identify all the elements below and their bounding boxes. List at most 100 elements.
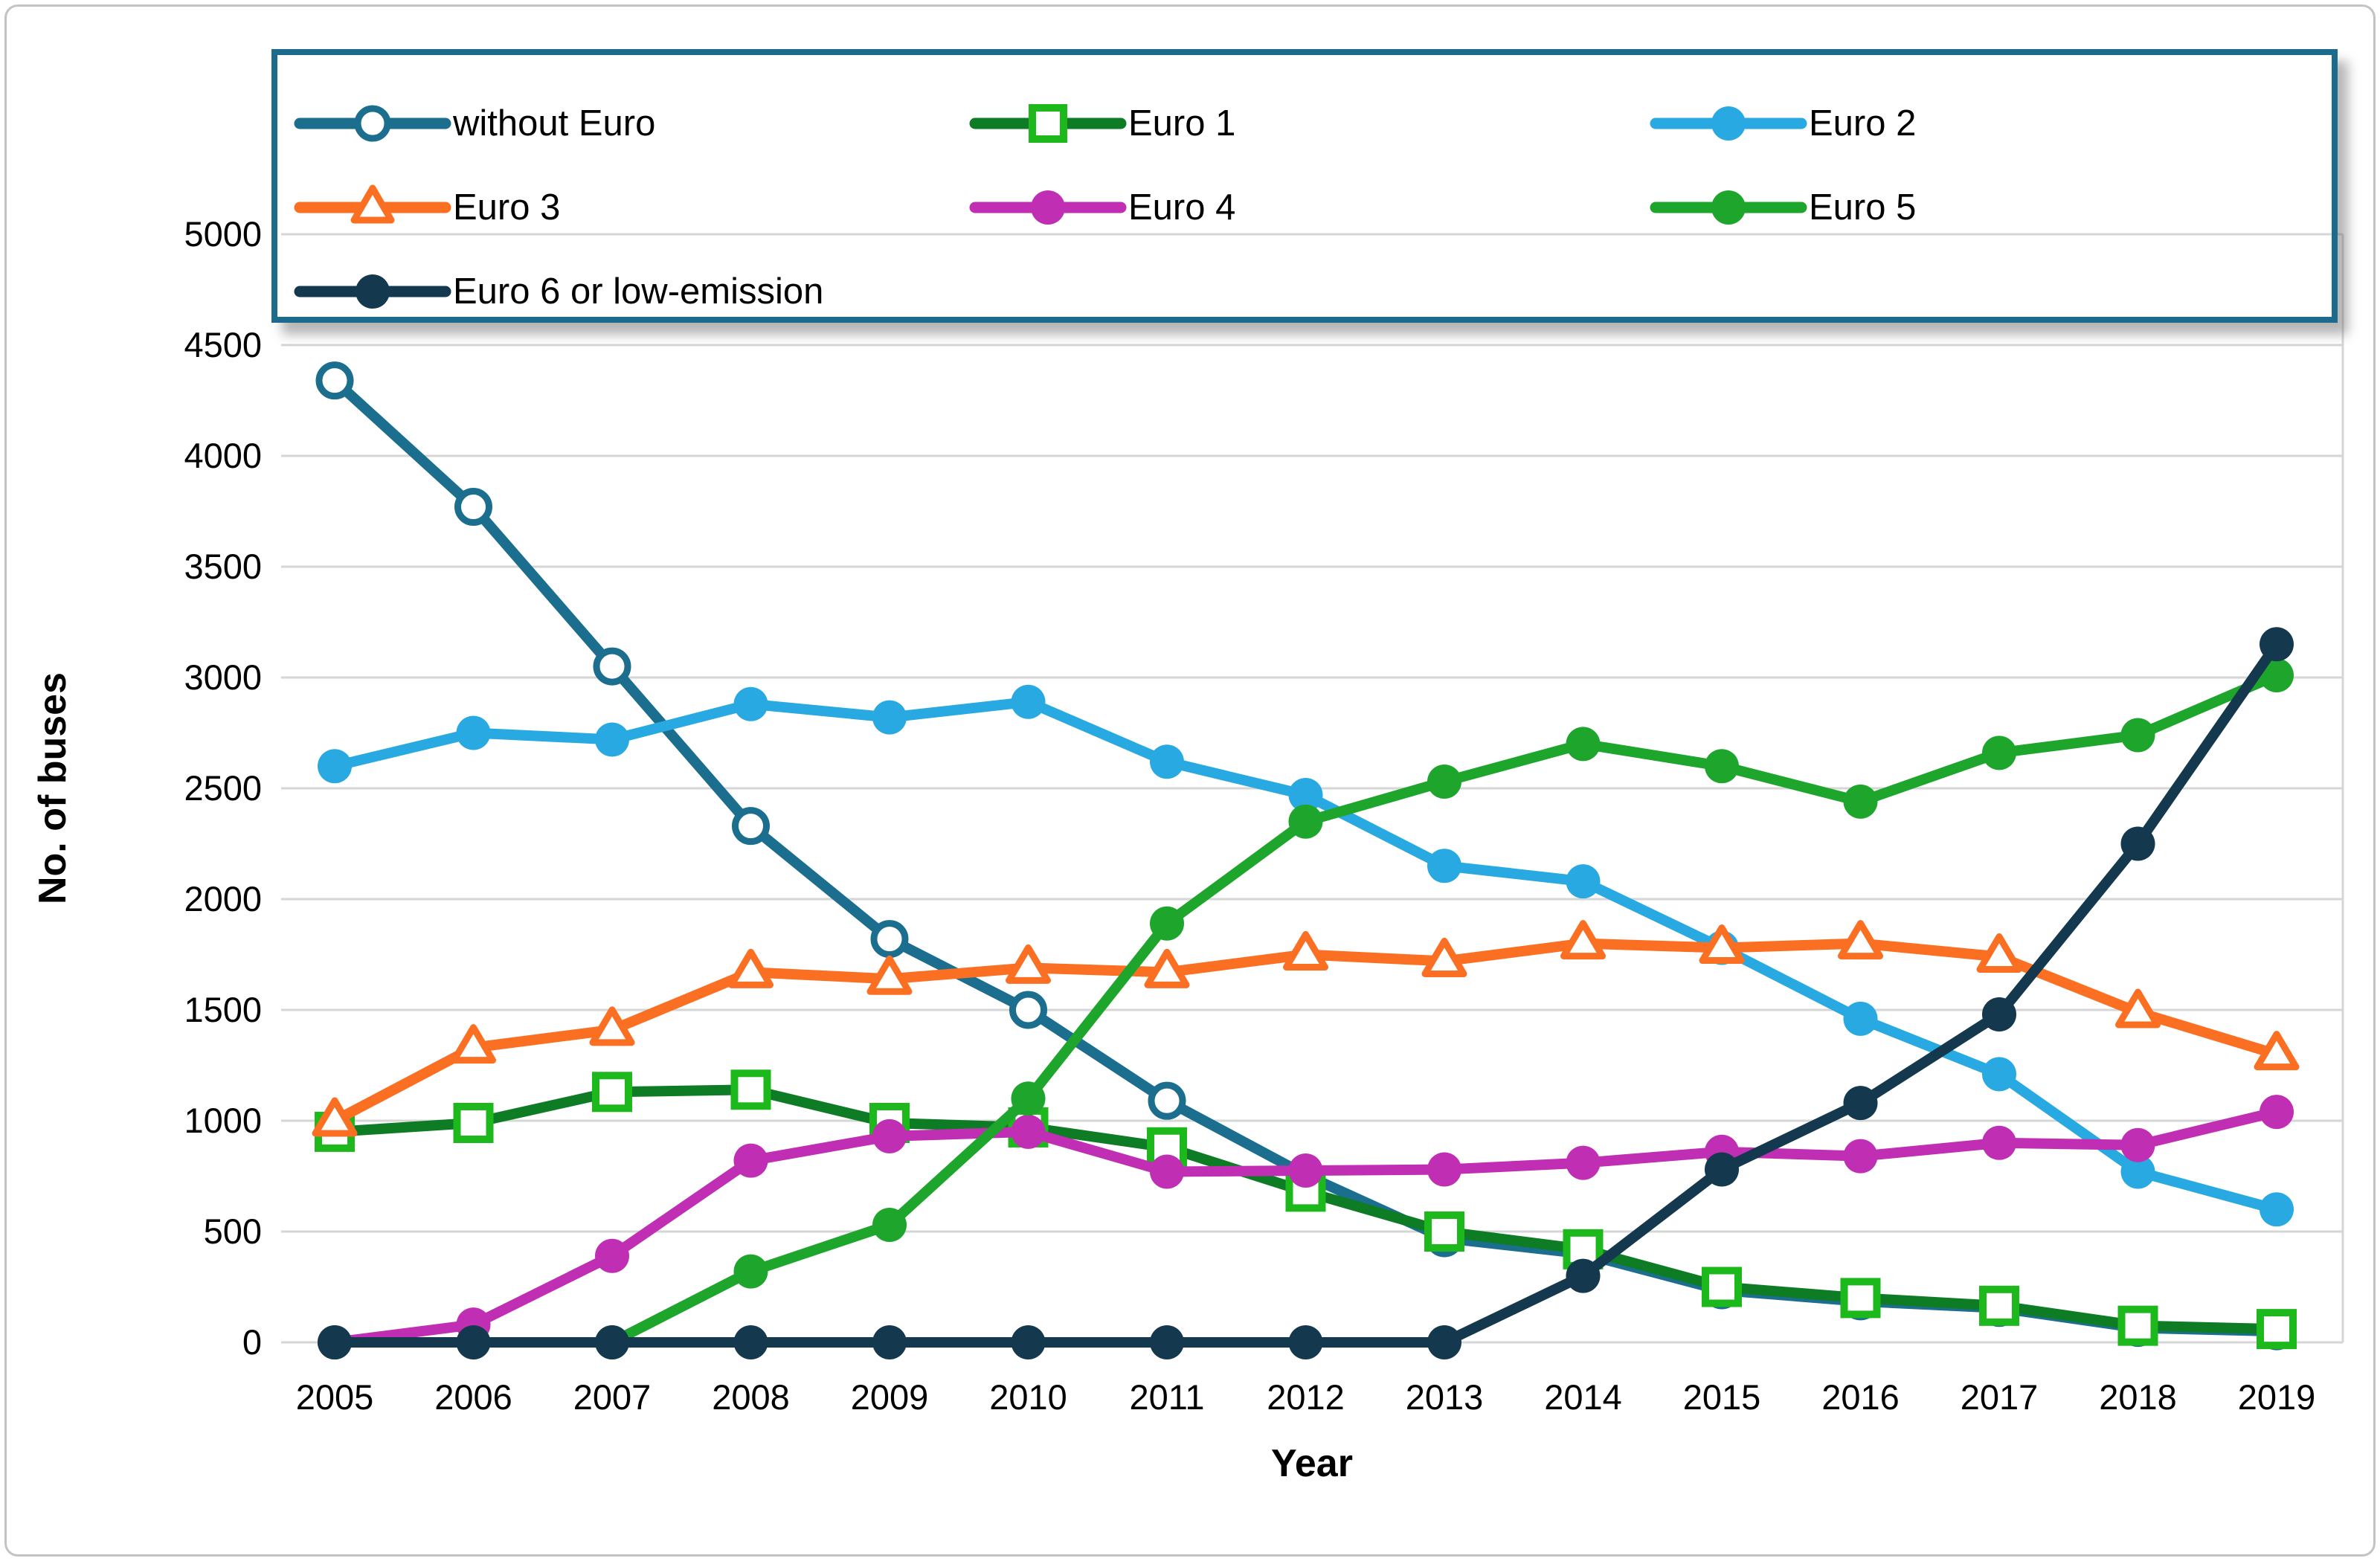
series-euro-4-point bbox=[1288, 1153, 1323, 1188]
series-euro-2-point bbox=[2260, 1192, 2294, 1227]
series-euro-3-point bbox=[1283, 931, 1328, 971]
legend-label-without-euro: without Euro bbox=[453, 103, 656, 144]
y-tick-label: 1500 bbox=[184, 990, 262, 1029]
legend-label-euro-3: Euro 3 bbox=[453, 187, 561, 228]
series-euro-4-point bbox=[2120, 1127, 2155, 1162]
series-euro-6-or-low-emission-point bbox=[1566, 1258, 1601, 1293]
series-euro-1-point bbox=[730, 1069, 771, 1110]
series-euro-2-point bbox=[595, 722, 629, 757]
series-euro-5-point bbox=[872, 1208, 907, 1243]
legend-marker-euro-2-icon bbox=[1650, 106, 1807, 141]
series-without-euro-point bbox=[732, 807, 770, 846]
y-tick-label: 500 bbox=[204, 1211, 262, 1251]
series-euro-3-point bbox=[1421, 937, 1467, 977]
series-euro-1-point bbox=[453, 1102, 494, 1143]
y-tick-label: 1000 bbox=[184, 1101, 262, 1140]
series-euro-5-point bbox=[1288, 804, 1323, 839]
series-euro-5-point bbox=[1705, 749, 1739, 784]
series-euro-3-point bbox=[728, 948, 774, 988]
legend-item-without-euro: without Euro bbox=[294, 88, 655, 159]
series-without-euro-point bbox=[1148, 1081, 1186, 1120]
legend-item-euro-1: Euro 1 bbox=[969, 88, 1235, 159]
series-euro-2-point bbox=[456, 715, 491, 750]
x-tick-label: 2013 bbox=[1406, 1377, 1484, 1417]
series-without-euro-point bbox=[870, 920, 909, 959]
series-euro-3-point bbox=[866, 955, 913, 995]
y-tick-label: 3500 bbox=[184, 547, 262, 586]
series-euro-4-point bbox=[733, 1143, 768, 1178]
y-tick-label: 3000 bbox=[184, 657, 262, 697]
y-axis-title: No. of buses bbox=[31, 672, 74, 904]
series-euro-2-point bbox=[1566, 864, 1601, 899]
series-without-euro-point bbox=[1009, 991, 1047, 1029]
x-tick-label: 2016 bbox=[1821, 1377, 1900, 1417]
series-euro-6-or-low-emission-point bbox=[872, 1325, 907, 1359]
series-euro-6-or-low-emission-point bbox=[1150, 1325, 1184, 1359]
x-axis-title: Year bbox=[1271, 1442, 1353, 1485]
series-euro-6-or-low-emission-point bbox=[1843, 1086, 1878, 1121]
series-euro-4-point bbox=[1427, 1152, 1461, 1187]
series-euro-3-point bbox=[2254, 1031, 2300, 1071]
y-tick-label: 2500 bbox=[184, 768, 262, 808]
x-tick-label: 2011 bbox=[1129, 1377, 1204, 1417]
legend-item-euro-5: Euro 5 bbox=[1650, 172, 1916, 243]
series-euro-6-or-low-emission-point bbox=[1982, 997, 2016, 1031]
legend-marker-without-euro-icon bbox=[294, 105, 451, 142]
x-tick-label: 2008 bbox=[712, 1377, 790, 1417]
series-euro-5-point bbox=[1011, 1081, 1046, 1116]
series-euro-2-point bbox=[1427, 849, 1461, 884]
series-euro-6-or-low-emission-point bbox=[1011, 1325, 1046, 1359]
series-euro-4-point bbox=[2260, 1095, 2294, 1130]
x-tick-label: 2017 bbox=[1961, 1377, 2039, 1417]
series-euro-2-point bbox=[1982, 1057, 2016, 1092]
series-euro-5-point bbox=[1427, 765, 1461, 799]
series-euro-6-or-low-emission-point bbox=[1427, 1325, 1461, 1359]
series-euro-1-point bbox=[1979, 1285, 2019, 1326]
series-euro-3-point bbox=[1976, 933, 2022, 973]
series-euro-2-point bbox=[2120, 1154, 2155, 1189]
series-euro-2-point bbox=[872, 700, 907, 735]
series-euro-3-point bbox=[1838, 920, 1883, 960]
legend-label-euro-2: Euro 2 bbox=[1809, 103, 1917, 144]
series-euro-1-point bbox=[1702, 1266, 1742, 1307]
series-euro-3-point bbox=[1560, 920, 1606, 960]
legend-item-euro-4: Euro 4 bbox=[969, 172, 1235, 243]
series-euro-6-or-low-emission-point bbox=[733, 1325, 768, 1359]
series-euro-4-point bbox=[1566, 1145, 1601, 1180]
series-euro-4-point bbox=[1150, 1154, 1184, 1189]
legend-label-euro-4: Euro 4 bbox=[1128, 187, 1236, 228]
series-euro-3-point bbox=[1144, 948, 1190, 988]
series-euro-5-point bbox=[2120, 718, 2155, 753]
series-without-euro-point bbox=[315, 361, 354, 400]
series-euro-2-point bbox=[1288, 777, 1323, 812]
legend-marker-euro-4-icon bbox=[969, 190, 1127, 225]
legend-label-euro-1: Euro 1 bbox=[1128, 103, 1236, 144]
series-euro-3-point bbox=[589, 1006, 635, 1046]
legend-label-euro-5: Euro 5 bbox=[1809, 187, 1917, 228]
series-euro-5-point bbox=[1150, 906, 1184, 941]
series-euro-1-point bbox=[592, 1072, 632, 1113]
series-euro-6-or-low-emission-point bbox=[1288, 1325, 1323, 1359]
x-tick-label: 2006 bbox=[434, 1377, 512, 1417]
y-tick-label: 2000 bbox=[184, 879, 262, 918]
x-tick-label: 2015 bbox=[1683, 1377, 1761, 1417]
series-euro-5-point bbox=[1566, 727, 1601, 762]
series-euro-5-point bbox=[2260, 658, 2294, 693]
series-euro-1-point bbox=[1840, 1278, 1881, 1319]
x-tick-label: 2009 bbox=[851, 1377, 929, 1417]
series-euro-3-point bbox=[1699, 924, 1745, 965]
x-tick-label: 2018 bbox=[2099, 1377, 2177, 1417]
series-euro-4-point bbox=[1843, 1139, 1878, 1174]
series-euro-1-point bbox=[1424, 1211, 1464, 1252]
series-euro-3-point bbox=[1006, 944, 1051, 984]
series-euro-2-point bbox=[1150, 744, 1184, 779]
legend-item-euro-2: Euro 2 bbox=[1650, 88, 1916, 159]
x-tick-label: 2012 bbox=[1267, 1377, 1345, 1417]
x-tick-label: 2019 bbox=[2238, 1377, 2316, 1417]
series-euro-4-point bbox=[1982, 1125, 2016, 1160]
series-euro-4-point bbox=[872, 1119, 907, 1153]
series-euro-4-point bbox=[595, 1238, 629, 1273]
legend-marker-euro-6-or-low-emission-icon bbox=[294, 274, 451, 309]
series-euro-6-or-low-emission-point bbox=[595, 1325, 629, 1359]
